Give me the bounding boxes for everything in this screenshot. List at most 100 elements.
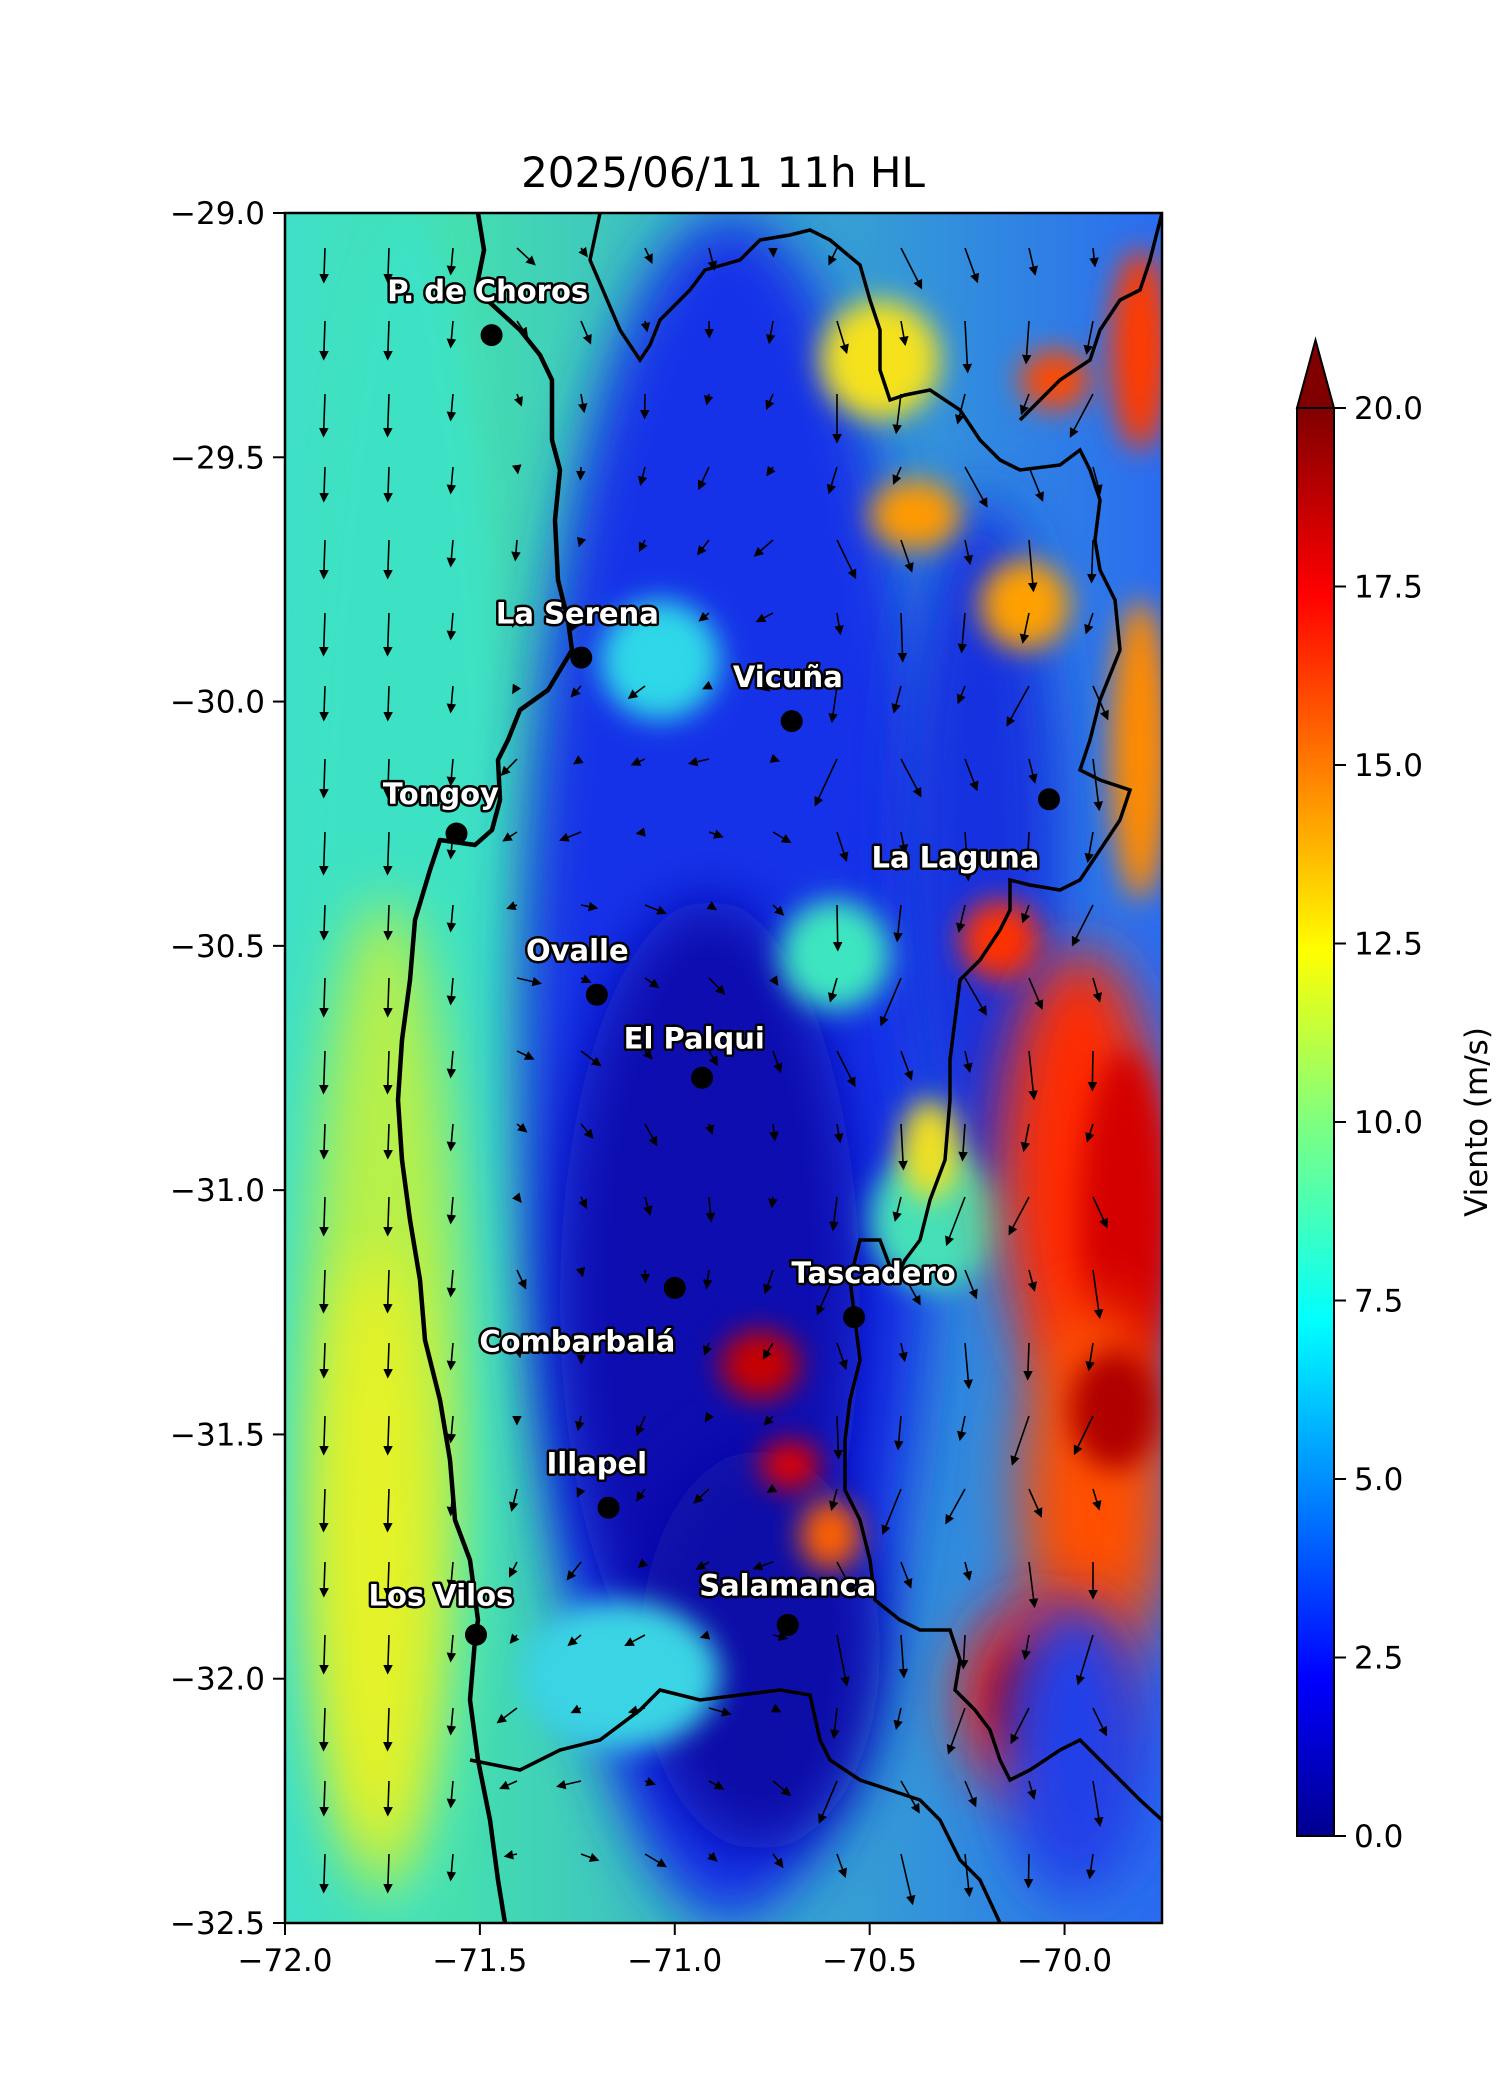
wind-arrow: [963, 1853, 974, 1898]
wind-arrow: [446, 1561, 457, 1590]
wind-arrow: [707, 1851, 718, 1862]
wind-arrow: [1085, 1342, 1095, 1372]
wind-arrow: [319, 466, 329, 503]
field-patch: [1110, 600, 1162, 900]
wind-arrow: [383, 1196, 393, 1237]
wind-arrow: [900, 1561, 913, 1589]
wind-speed-field: [285, 213, 1162, 1923]
wind-arrow: [833, 1123, 844, 1144]
wind-arrow: [703, 1342, 713, 1356]
wind-arrow: [383, 1853, 393, 1894]
wind-arrow: [1028, 977, 1044, 1010]
wind-arrow: [1019, 393, 1030, 416]
wind-arrow: [1075, 1634, 1094, 1686]
wind-arrow: [382, 393, 393, 438]
wind-arrow: [566, 1561, 582, 1581]
colorbar-tick-label: 2.5: [1354, 1641, 1403, 1677]
wind-arrow: [508, 1561, 518, 1578]
region-border-south: [469, 1688, 1002, 1923]
y-tick-label: −29.5: [170, 440, 265, 476]
wind-arrow: [627, 1705, 646, 1715]
wind-arrow: [1022, 831, 1033, 873]
wind-arrow: [502, 831, 518, 842]
wind-arrow: [319, 1196, 329, 1237]
wind-arrow: [640, 320, 651, 333]
wind-arrow: [382, 831, 393, 876]
y-tick-label: −32.5: [170, 1906, 265, 1942]
wind-arrow: [383, 1634, 393, 1675]
wind-arrow: [1023, 1342, 1033, 1381]
wind-arrow: [772, 831, 792, 844]
city-marker: [597, 1496, 620, 1519]
wind-arrow: [708, 829, 724, 839]
wind-arrow: [573, 755, 584, 765]
field-patch: [800, 1500, 860, 1570]
wind-arrow: [772, 1780, 792, 1797]
wind-arrow: [708, 1780, 725, 1790]
field-patch: [320, 1250, 430, 1850]
city-marker: [663, 1276, 686, 1299]
wind-arrow: [513, 1342, 523, 1359]
wind-arrow: [319, 904, 329, 941]
city-tascadero: Tascadero: [789, 1253, 958, 1329]
wind-arrow: [900, 1780, 920, 1814]
city-label: Ovalle: [526, 934, 629, 968]
wind-arrow: [1089, 247, 1099, 268]
wind-arrow: [446, 1342, 457, 1371]
wind-arrow: [1021, 320, 1032, 365]
wind-arrow: [383, 904, 393, 941]
wind-arrow: [1027, 1780, 1037, 1800]
wind-arrow: [956, 1415, 967, 1442]
wind-arrow: [897, 612, 908, 663]
wind-arrow: [382, 1488, 393, 1533]
wind-arrow: [446, 904, 457, 933]
city-la-laguna: La Laguna: [869, 788, 1060, 877]
wind-arrow: [510, 612, 520, 628]
wind-arrow: [1021, 904, 1031, 924]
wind-arrow: [446, 1780, 457, 1809]
wind-arrow: [826, 466, 838, 495]
wind-arrow: [446, 685, 457, 714]
city-marker: [570, 646, 593, 669]
wind-arrow: [708, 977, 726, 995]
wind-arrow: [962, 831, 973, 882]
wind-arrow: [496, 1707, 518, 1724]
wind-arrow: [833, 1415, 844, 1460]
wind-arrow: [836, 1853, 847, 1879]
wind-arrow: [318, 831, 329, 876]
wind-arrow: [814, 758, 838, 807]
wind-arrow: [637, 466, 648, 487]
x-tick-label: −71.0: [627, 1943, 722, 1979]
wind-arrow: [1028, 1488, 1043, 1518]
wind-arrow: [638, 539, 648, 553]
wind-arrow: [768, 1196, 778, 1209]
wind-arrow: [319, 1561, 329, 1598]
x-tick-label: −70.0: [1017, 1943, 1112, 1979]
field-patch: [1020, 350, 1090, 410]
wind-arrow: [894, 1415, 904, 1451]
wind-arrow: [836, 1050, 856, 1088]
field-patch: [980, 560, 1070, 650]
wind-arrow: [640, 1269, 650, 1284]
y-axis: −29.0 −29.5 −30.0 −30.5 −31.0 −31.5 −32.0 −32.5: [170, 196, 285, 1942]
wind-arrow: [1087, 1050, 1098, 1092]
wind-arrow: [383, 1561, 393, 1598]
wind-arrow: [945, 1488, 966, 1525]
city-la-serena: La Serena: [493, 594, 661, 669]
wind-arrow: [383, 1342, 393, 1379]
wind-arrow: [962, 320, 973, 374]
wind-arrow: [1083, 320, 1094, 355]
wind-arrow: [753, 539, 774, 557]
wind-arrow: [963, 539, 974, 566]
wind-arrow: [580, 974, 592, 984]
wind-arrow: [708, 1707, 732, 1717]
wind-arrow: [580, 1852, 600, 1862]
wind-arrow: [1023, 1853, 1034, 1889]
wind-arrow: [818, 1780, 838, 1824]
wind-arrow: [382, 612, 393, 657]
map-title: 2025/06/11 11h HL: [521, 148, 925, 197]
wind-arrow: [578, 246, 588, 258]
wind-arrow: [319, 539, 329, 580]
field-patch: [900, 500, 1060, 1200]
